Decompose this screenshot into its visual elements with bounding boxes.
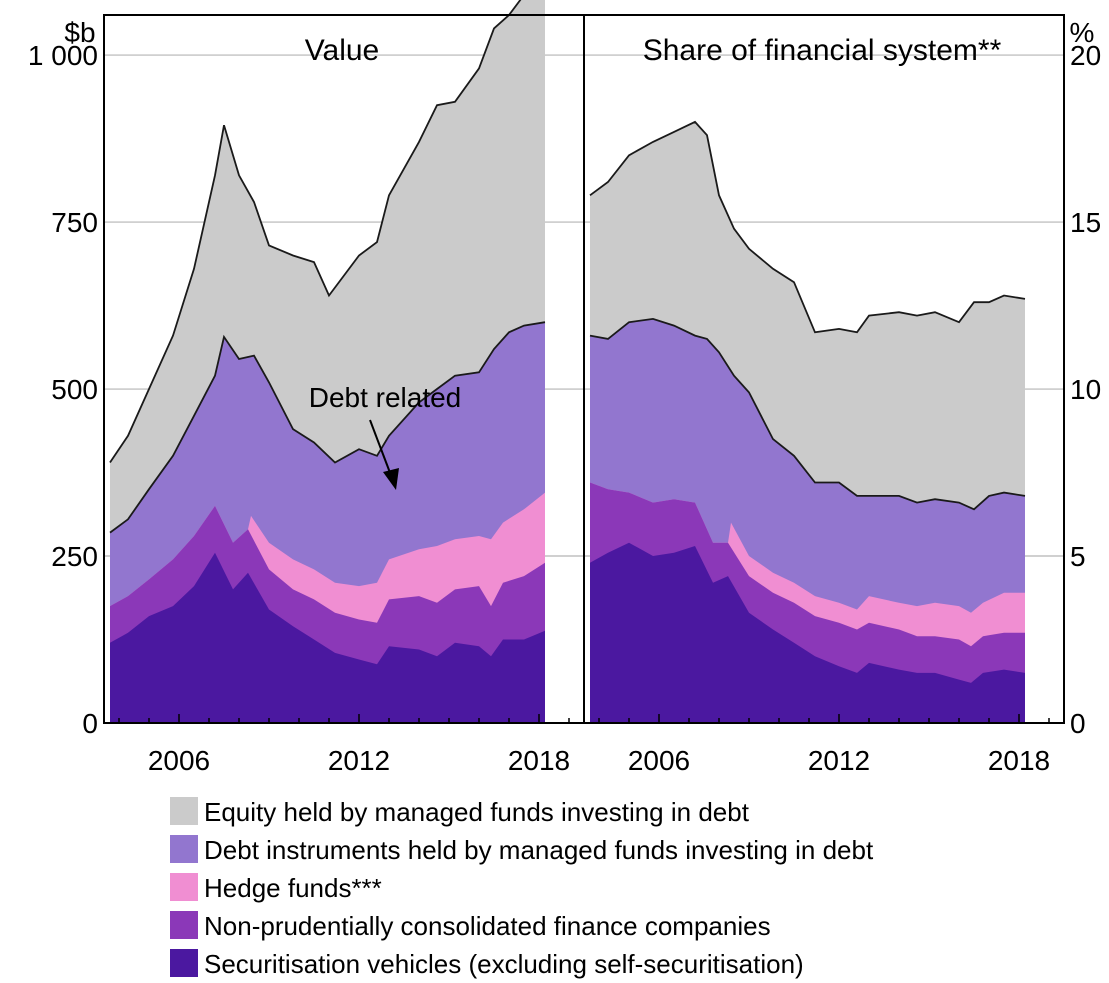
left-lines <box>109 0 546 534</box>
outline-equity <box>109 0 522 464</box>
outline-debt_instr <box>589 317 1026 511</box>
left-x-tick-labels: 2006 2012 2018 <box>118 714 570 776</box>
y-tick-label: 15 <box>1070 207 1101 238</box>
y-tick-label: 5 <box>1070 541 1086 572</box>
y-tick-label: 10 <box>1070 374 1101 405</box>
left-y-tick-labels: 0 250 500 750 1 000 <box>28 40 98 739</box>
y-tick-label: 1 000 <box>28 40 98 71</box>
left-panel: Value $b 0 250 500 750 1 000 2006 2012 2018 De… <box>28 0 584 776</box>
legend-label-hedge: Hedge funds*** <box>204 873 382 903</box>
annotation-arrowhead <box>383 468 399 490</box>
y-tick-label: 0 <box>82 708 98 739</box>
outline-equity <box>589 120 1026 334</box>
legend-label-sec: Securitisation vehicles (excluding self-… <box>204 949 804 979</box>
legend: Equity held by managed funds investing i… <box>170 797 874 979</box>
outline-debt_instr <box>109 321 546 534</box>
right-lines <box>589 120 1026 511</box>
y-tick-label: 250 <box>51 541 98 572</box>
x-tick-label: 2006 <box>628 745 690 776</box>
legend-swatch-npf <box>170 911 198 939</box>
legend-label-equity: Equity held by managed funds investing i… <box>204 797 750 827</box>
annotation-text: Debt related <box>309 382 462 413</box>
y-tick-label: 500 <box>51 374 98 405</box>
x-tick-label: 2012 <box>808 745 870 776</box>
y-tick-label: 750 <box>51 207 98 238</box>
left-unit-label: $b <box>64 17 95 48</box>
x-tick-label: 2006 <box>148 745 210 776</box>
x-tick-label: 2012 <box>328 745 390 776</box>
x-tick-label: 2018 <box>988 745 1050 776</box>
legend-swatch-sec <box>170 949 198 977</box>
right-panel-title: Share of financial system** <box>643 34 1002 67</box>
right-y-tick-labels: 0 5 10 15 20 <box>1070 40 1101 739</box>
area-sec <box>590 542 1025 723</box>
legend-label-npf: Non-prudentially consolidated finance co… <box>204 911 771 941</box>
annotation-arrow-line <box>369 419 393 479</box>
left-areas <box>110 0 545 723</box>
y-tick-label: 0 <box>1070 708 1086 739</box>
legend-swatch-equity <box>170 797 198 825</box>
right-unit-label: % <box>1070 17 1095 48</box>
right-areas <box>590 121 1025 723</box>
legend-swatch-hedge <box>170 873 198 901</box>
left-panel-title: Value <box>305 34 380 67</box>
right-panel: Share of financial system** % 0 5 10 15 20 2… <box>584 17 1101 776</box>
legend-label-debt_instr: Debt instruments held by managed funds i… <box>204 835 874 865</box>
y-tick-label: 20 <box>1070 40 1101 71</box>
x-tick-label: 2018 <box>508 745 570 776</box>
right-x-tick-labels: 2006 2012 2018 <box>598 714 1050 776</box>
area-sec <box>110 552 545 723</box>
debt-related-annotation: Debt related <box>309 382 462 490</box>
legend-swatch-debt_instr <box>170 835 198 863</box>
